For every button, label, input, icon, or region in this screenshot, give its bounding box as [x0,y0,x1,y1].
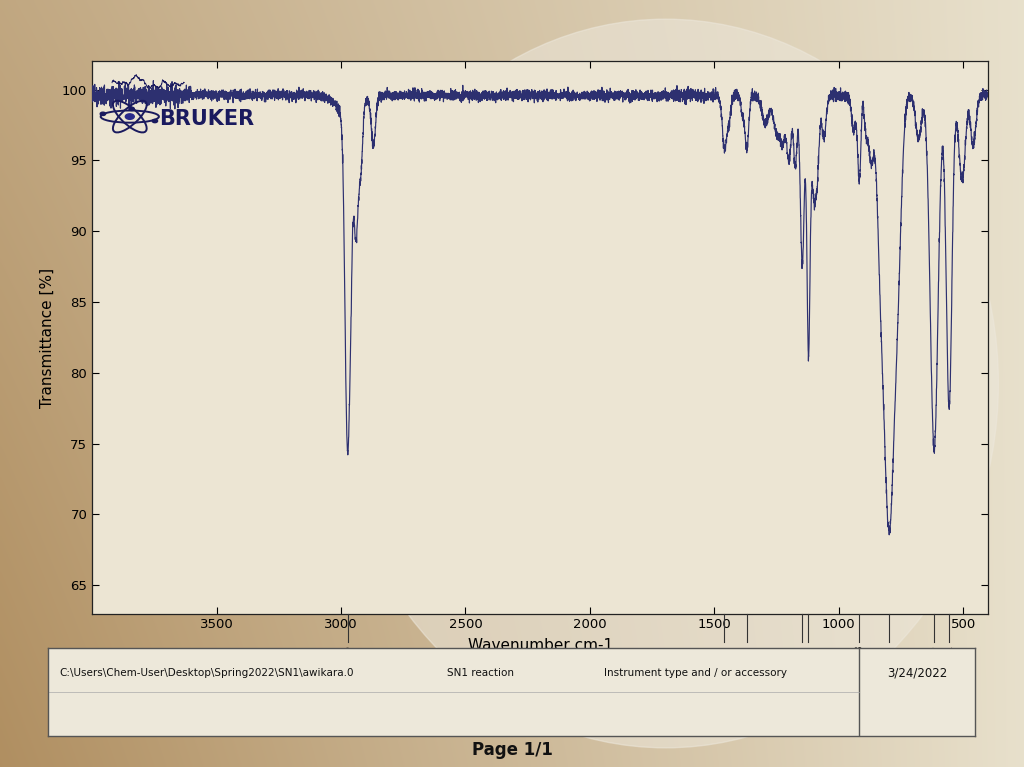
Circle shape [100,112,105,116]
Text: 3/24/2022: 3/24/2022 [887,667,947,680]
Text: 1369.98: 1369.98 [741,645,752,684]
Text: 1459.61: 1459.61 [720,645,729,685]
Text: 918.03: 918.03 [854,645,864,678]
Y-axis label: Transmittance [%]: Transmittance [%] [40,268,55,407]
Text: BRUKER: BRUKER [160,109,255,129]
Text: 1122.20: 1122.20 [804,645,813,685]
Text: 2974.06: 2974.06 [342,645,352,685]
Ellipse shape [333,19,998,748]
Circle shape [153,120,158,123]
Text: 1147.72: 1147.72 [797,645,807,685]
Bar [67,38,998,667]
Circle shape [125,114,134,120]
Text: 798.07: 798.07 [884,645,894,679]
Text: 617.00: 617.00 [929,645,939,679]
Text: Instrument type and / or accessory: Instrument type and / or accessory [604,668,787,678]
Circle shape [129,107,134,110]
Text: Page 1/1: Page 1/1 [472,742,552,759]
Text: 557.71: 557.71 [944,645,954,679]
Text: C:\Users\Chem-User\Desktop\Spring2022\SN1\awikara.0: C:\Users\Chem-User\Desktop\Spring2022\SN… [59,668,353,678]
Text: SN1 reaction: SN1 reaction [446,668,514,678]
X-axis label: Wavenumber cm-1: Wavenumber cm-1 [468,638,612,653]
